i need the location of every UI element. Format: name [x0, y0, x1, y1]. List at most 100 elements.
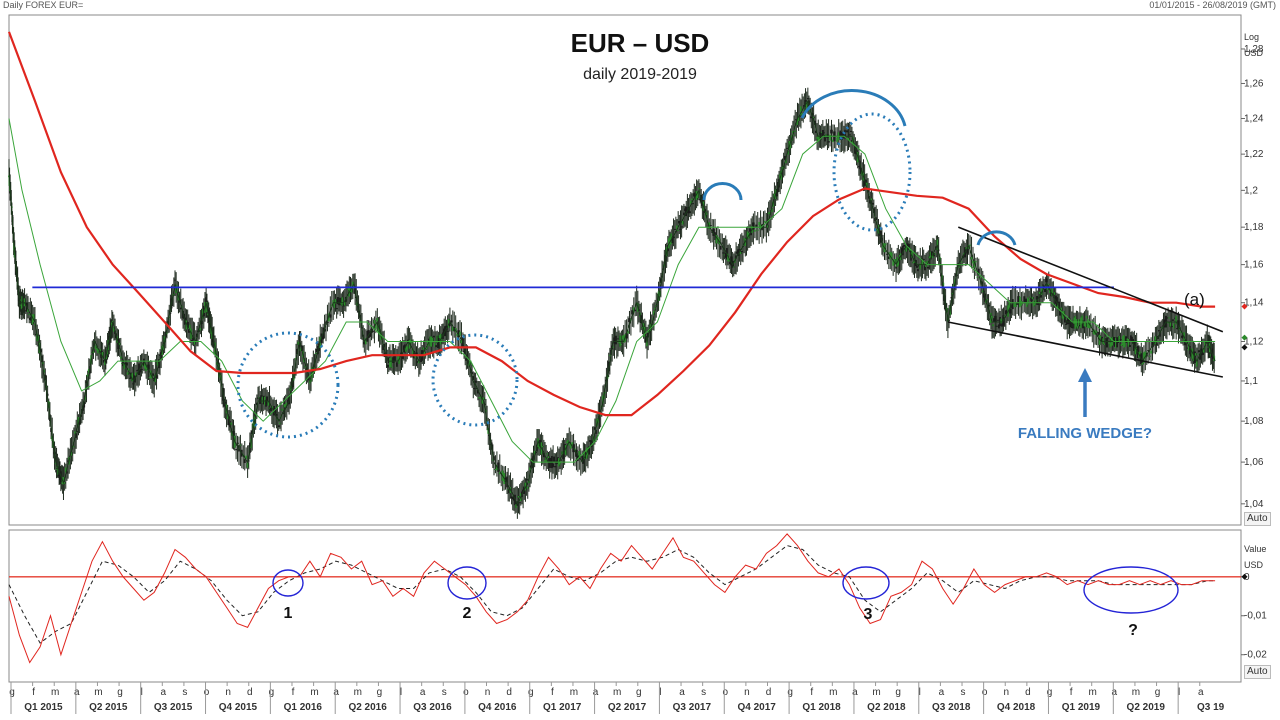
candle-body — [401, 355, 404, 359]
candle-body — [969, 244, 972, 246]
month-label: a — [74, 687, 80, 698]
candle-body — [124, 362, 127, 364]
candle-body — [147, 364, 150, 370]
candle-body — [262, 395, 265, 405]
candle-body — [1177, 320, 1180, 330]
candle-body — [832, 139, 834, 142]
month-label: g — [269, 687, 275, 698]
candle-body — [919, 263, 922, 270]
candle-body — [265, 399, 267, 407]
wedge-upper-line — [957, 226, 1224, 333]
candle-body — [566, 441, 568, 444]
candle-body — [350, 285, 353, 293]
candle-body — [993, 318, 996, 322]
auto-scale-button-macd[interactable]: Auto — [1244, 665, 1271, 679]
candle-body — [1047, 283, 1050, 285]
candle-body — [289, 388, 292, 391]
candle-body — [1029, 296, 1032, 298]
candle-body — [1132, 338, 1135, 343]
candle-body — [915, 265, 918, 268]
candle-body — [552, 463, 554, 468]
candle-body — [336, 297, 339, 305]
candle-body — [918, 264, 920, 267]
candle-body — [902, 245, 904, 256]
candle-body — [181, 306, 183, 308]
candle-body — [723, 254, 726, 256]
candle-body — [1169, 322, 1172, 327]
candle-body — [22, 297, 25, 306]
month-label: d — [506, 687, 512, 698]
candle-body — [1014, 303, 1017, 308]
candle-body — [824, 134, 827, 142]
month-label: o — [204, 687, 210, 698]
candle-body — [893, 259, 896, 264]
month-label: a — [1112, 687, 1118, 698]
candle-body — [588, 446, 591, 455]
candle-body — [1072, 321, 1074, 329]
candle-body — [745, 237, 748, 239]
candle-body — [818, 135, 821, 141]
candle-body — [395, 362, 398, 367]
candle-body — [315, 349, 318, 353]
month-label: f — [292, 687, 295, 698]
candle-body — [449, 322, 451, 327]
candle-body — [583, 452, 586, 460]
price-line — [8, 99, 1216, 505]
month-label: l — [1178, 687, 1180, 698]
candle-body — [1038, 291, 1041, 294]
candle-body — [382, 345, 384, 350]
candle-body — [314, 352, 317, 354]
candle-body — [1028, 299, 1031, 301]
candle-body — [230, 422, 233, 426]
candle-body — [797, 116, 800, 122]
candle-body — [446, 330, 449, 332]
month-label: g — [787, 687, 793, 698]
price-tick-label: 1,26 — [1244, 78, 1264, 89]
candle-body — [923, 265, 926, 271]
candle-body — [617, 338, 619, 340]
candle-body — [300, 345, 303, 352]
candle-body — [1034, 303, 1036, 306]
auto-scale-button-price[interactable]: Auto — [1244, 512, 1271, 526]
candle-body — [95, 348, 98, 351]
candle-body — [134, 372, 137, 376]
candle-body — [740, 251, 743, 253]
candle-body — [904, 244, 907, 246]
candle-body — [1109, 342, 1112, 348]
month-label: n — [744, 687, 750, 698]
quarter-label: Q2 2016 — [348, 702, 387, 713]
candle-body — [283, 404, 286, 408]
candle-body — [198, 330, 201, 332]
candle-body — [281, 408, 284, 411]
candle-body — [152, 373, 154, 376]
month-label: l — [400, 687, 402, 698]
candle-body — [1204, 341, 1206, 348]
candle-body — [412, 348, 414, 355]
candle-body — [1155, 343, 1158, 346]
month-label: m — [1089, 687, 1097, 698]
candle-body — [672, 236, 675, 239]
candle-body — [339, 297, 342, 306]
candle-body — [334, 298, 337, 304]
candle-body — [525, 478, 528, 481]
candle-body — [1031, 297, 1034, 300]
candle-body — [367, 330, 370, 338]
quarter-label: Q4 2016 — [478, 702, 517, 713]
candle-body — [1125, 336, 1128, 343]
candle-body — [387, 357, 390, 364]
month-label: f — [32, 687, 35, 698]
candle-body — [928, 256, 931, 259]
candle-body — [1076, 326, 1079, 329]
candle-body — [673, 228, 676, 230]
candle-body — [951, 293, 954, 295]
candle-body — [857, 166, 860, 168]
candle-body — [105, 353, 108, 359]
candle-body — [255, 402, 258, 405]
candle-body — [992, 324, 995, 327]
candle-body — [200, 320, 203, 325]
candle-body — [32, 314, 35, 322]
candle-body — [917, 268, 919, 272]
price-tick-label: 1,24 — [1244, 114, 1264, 125]
candle-body — [1110, 337, 1113, 347]
candle-body — [67, 460, 69, 462]
